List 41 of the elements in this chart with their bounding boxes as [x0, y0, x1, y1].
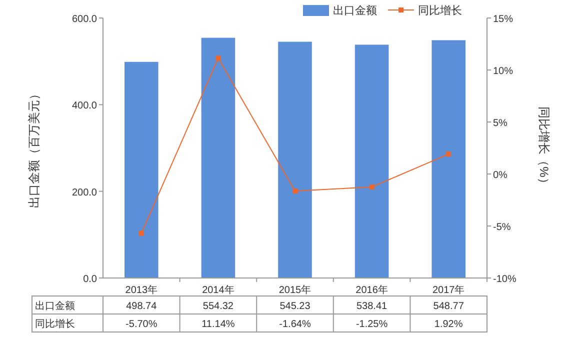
text: 出口金额 — [35, 301, 75, 312]
legend-label: 同比增长 — [418, 4, 462, 17]
data-label: 1.92% — [434, 319, 463, 330]
bar — [201, 38, 236, 278]
y2-axis-title: 同比增长（%） — [537, 106, 551, 190]
legend-label: 出口金额 — [333, 4, 377, 17]
bar — [354, 44, 389, 278]
y2-tick-label: 15% — [493, 14, 514, 25]
bar — [278, 42, 312, 278]
point — [216, 56, 221, 61]
y2-tick-label: -10% — [493, 274, 516, 285]
point — [369, 184, 374, 190]
x-tick-label: 2015年 — [278, 284, 312, 296]
y2-tick-label: 0% — [493, 170, 508, 181]
data-label: -1.25% — [356, 319, 388, 330]
point — [138, 230, 144, 236]
y-tick-label: 0.0 — [83, 274, 98, 285]
data-label: 554.32 — [202, 301, 234, 312]
data-label: 545.23 — [280, 301, 311, 312]
y-axis-title: 出口金额（百万美元） — [27, 88, 41, 208]
bar — [124, 62, 158, 278]
point — [292, 188, 298, 194]
bar — [432, 40, 466, 278]
data-label: -5.70% — [126, 319, 158, 330]
point — [446, 152, 452, 157]
text: 同比增长 — [35, 319, 75, 330]
y-tick-label: 600.0 — [72, 14, 98, 25]
y2-tick-label: -5% — [493, 222, 511, 233]
data-label: 538.41 — [356, 301, 388, 312]
x-tick-label: 2014年 — [202, 284, 234, 296]
y2-tick-label: 10% — [493, 66, 514, 77]
data-label: 11.14% — [202, 319, 235, 330]
x-tick-label: 2013年 — [125, 284, 158, 296]
data-label: 498.74 — [126, 301, 158, 312]
data-label: 548.77 — [433, 301, 464, 312]
y-tick-label: 400.0 — [72, 100, 98, 112]
x-tick-label: 2016年 — [356, 284, 388, 296]
y-tick-label: 200.0 — [72, 187, 98, 198]
y2-tick-label: 5% — [493, 118, 508, 129]
x-tick-label: 2017年 — [432, 284, 465, 296]
data-label: -1.64% — [279, 319, 311, 330]
